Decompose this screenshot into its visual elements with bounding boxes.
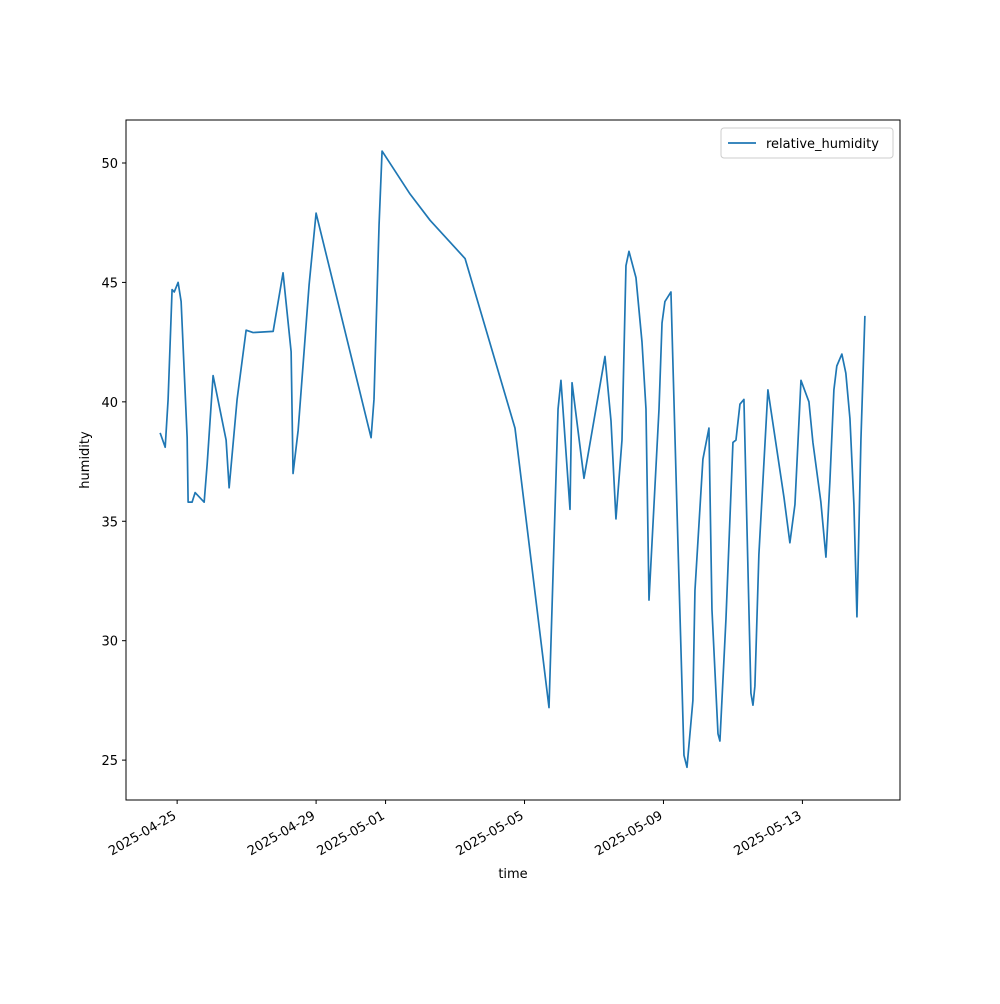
y-tick-label: 30 bbox=[101, 635, 118, 650]
x-tick-label: 2025-04-29 bbox=[245, 808, 318, 859]
y-tick-label: 35 bbox=[101, 515, 118, 530]
x-tick-label: 2025-05-05 bbox=[454, 808, 527, 859]
y-axis-label: humidity bbox=[78, 431, 93, 489]
x-axis-label: time bbox=[498, 867, 527, 882]
y-tick-label: 25 bbox=[101, 754, 118, 769]
y-tick-label: 45 bbox=[101, 276, 118, 291]
data-line bbox=[159, 150, 866, 769]
x-tick-label: 2025-05-13 bbox=[731, 808, 804, 859]
plot-frame bbox=[125, 119, 901, 801]
x-tick-label: 2025-04-25 bbox=[106, 808, 179, 859]
legend-box bbox=[720, 127, 894, 159]
y-tick-label: 50 bbox=[101, 157, 118, 172]
x-tick-label: 2025-05-01 bbox=[315, 808, 388, 859]
legend-label: relative_humidity bbox=[766, 137, 879, 152]
x-tick-label: 2025-05-09 bbox=[593, 808, 666, 859]
y-tick-label: 40 bbox=[101, 396, 118, 411]
